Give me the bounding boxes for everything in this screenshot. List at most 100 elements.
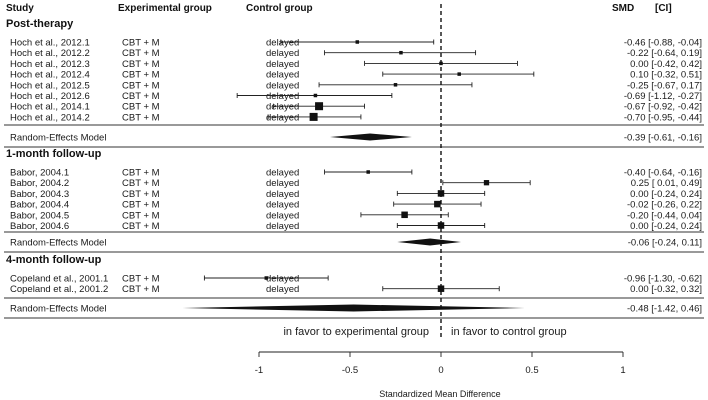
- point-estimate: [437, 222, 445, 229]
- header-smd: SMD: [612, 3, 634, 14]
- experimental-group-cell: CBT + M: [122, 48, 160, 59]
- study-label: Hoch et al., 2012.5: [10, 80, 90, 91]
- experimental-group-cell: CBT + M: [122, 178, 160, 189]
- summary-diamond: [329, 133, 412, 141]
- point-estimate: [401, 211, 408, 219]
- study-label: Hoch et al., 2012.2: [10, 48, 90, 59]
- experimental-group-cell: CBT + M: [122, 38, 160, 49]
- study-label: Babor, 2004.1: [10, 168, 69, 179]
- smd-ci-value: 0.10 [-0.32, 0.51]: [630, 70, 702, 81]
- experimental-group-cell: CBT + M: [122, 59, 160, 70]
- summary-label: Random-Effects Model: [10, 238, 106, 249]
- control-group-cell: delayed: [266, 102, 299, 113]
- header-ci: [CI]: [655, 3, 672, 14]
- study-label: Babor, 2004.5: [10, 210, 69, 221]
- summary-diamond: [182, 304, 525, 312]
- summary-smd-ci-value: -0.48 [-1.42, 0.46]: [627, 304, 702, 315]
- control-group-cell: delayed: [266, 38, 299, 49]
- section-title: Post-therapy: [6, 18, 74, 30]
- summary-label: Random-Effects Model: [10, 304, 106, 315]
- control-group-cell: delayed: [266, 178, 299, 189]
- summary-smd-ci-value: -0.06 [-0.24, 0.11]: [628, 238, 702, 249]
- annotation-favor-control: in favor to control group: [451, 326, 567, 338]
- experimental-group-cell: CBT + M: [122, 80, 160, 91]
- smd-ci-value: -0.69 [-1.12, -0.27]: [624, 91, 702, 102]
- section-title: 1-month follow-up: [6, 148, 102, 160]
- study-label: Hoch et al., 2012.4: [10, 70, 90, 81]
- experimental-group-cell: CBT + M: [122, 284, 160, 295]
- control-group-cell: delayed: [266, 70, 299, 81]
- point-estimate: [483, 180, 490, 186]
- control-group-cell: delayed: [266, 168, 299, 179]
- x-tick-label: 0.5: [525, 365, 538, 376]
- control-group-cell: delayed: [266, 284, 299, 295]
- smd-ci-value: -0.46 [-0.88, -0.04]: [624, 38, 702, 49]
- smd-ci-value: 0.00 [-0.32, 0.32]: [630, 284, 702, 295]
- smd-ci-value: -0.20 [-0.44, 0.04]: [627, 210, 702, 221]
- control-group-cell: delayed: [266, 91, 299, 102]
- control-group-cell: delayed: [266, 59, 299, 70]
- control-group-cell: delayed: [266, 221, 299, 232]
- smd-ci-value: 0.00 [-0.42, 0.42]: [630, 59, 702, 70]
- x-tick-label: 1: [620, 365, 625, 376]
- smd-ci-value: -0.67 [-0.92, -0.42]: [624, 102, 702, 113]
- header-control-group: Control group: [246, 3, 313, 14]
- experimental-group-cell: CBT + M: [122, 91, 160, 102]
- study-label: Copeland et al., 2001.2: [10, 284, 108, 295]
- experimental-group-cell: CBT + M: [122, 221, 160, 232]
- smd-ci-value: -0.25 [-0.67, 0.17]: [627, 80, 702, 91]
- experimental-group-cell: CBT + M: [122, 200, 160, 211]
- control-group-cell: delayed: [266, 80, 299, 91]
- smd-ci-value: 0.00 [-0.24, 0.24]: [630, 189, 702, 200]
- study-label: Babor, 2004.4: [10, 200, 69, 211]
- point-estimate: [355, 40, 360, 44]
- forest-rows: Post-therapy Hoch et al., 2012.1 CBT + M de…: [4, 4, 704, 340]
- annotation-favor-experimental: in favor to experimental group: [283, 326, 429, 338]
- control-group-cell: delayed: [266, 210, 299, 221]
- study-label: Hoch et al., 2012.3: [10, 59, 90, 70]
- x-axis-label: Standardized Mean Difference: [379, 389, 500, 399]
- study-label: Copeland et al., 2001.1: [10, 274, 108, 285]
- point-estimate: [437, 285, 445, 292]
- smd-ci-value: -0.40 [-0.64, -0.16]: [624, 168, 702, 179]
- x-tick-label: -1: [255, 365, 263, 376]
- study-label: Babor, 2004.6: [10, 221, 69, 232]
- experimental-group-cell: CBT + M: [122, 112, 160, 123]
- control-group-cell: delayed: [266, 200, 299, 211]
- control-group-cell: delayed: [266, 112, 299, 123]
- study-label: Babor, 2004.2: [10, 178, 69, 189]
- x-axis: -1 -0.5 0 0.5 1: [255, 351, 626, 376]
- header-experimental-group: Experimental group: [118, 3, 212, 14]
- smd-ci-value: -0.96 [-1.30, -0.62]: [624, 274, 702, 285]
- point-estimate: [457, 72, 461, 76]
- summary-label: Random-Effects Model: [10, 133, 106, 144]
- x-tick-label: 0: [438, 365, 443, 376]
- control-group-cell: delayed: [266, 274, 299, 285]
- smd-ci-value: 0.25 [ 0.01, 0.49]: [631, 178, 702, 189]
- point-estimate: [366, 170, 370, 174]
- study-label: Hoch et al., 2014.2: [10, 112, 90, 123]
- experimental-group-cell: CBT + M: [122, 210, 160, 221]
- study-label: Hoch et al., 2012.6: [10, 91, 90, 102]
- control-group-cell: delayed: [266, 189, 299, 200]
- study-label: Hoch et al., 2014.1: [10, 102, 90, 113]
- summary-smd-ci-value: -0.39 [-0.61, -0.16]: [624, 133, 702, 144]
- point-estimate: [313, 93, 318, 98]
- point-estimate: [399, 50, 403, 55]
- smd-ci-value: -0.70 [-0.95, -0.44]: [624, 112, 702, 123]
- smd-ci-value: 0.00 [-0.24, 0.24]: [630, 221, 702, 232]
- summary-diamond: [397, 238, 462, 246]
- study-label: Babor, 2004.3: [10, 189, 69, 200]
- experimental-group-cell: CBT + M: [122, 102, 160, 113]
- experimental-group-cell: CBT + M: [122, 168, 160, 179]
- control-group-cell: delayed: [266, 48, 299, 59]
- point-estimate: [393, 83, 398, 87]
- point-estimate: [315, 102, 324, 111]
- point-estimate: [264, 276, 269, 280]
- experimental-group-cell: CBT + M: [122, 70, 160, 81]
- point-estimate: [434, 200, 441, 208]
- section-title: 4-month follow-up: [6, 254, 102, 266]
- point-estimate: [309, 112, 318, 121]
- experimental-group-cell: CBT + M: [122, 274, 160, 285]
